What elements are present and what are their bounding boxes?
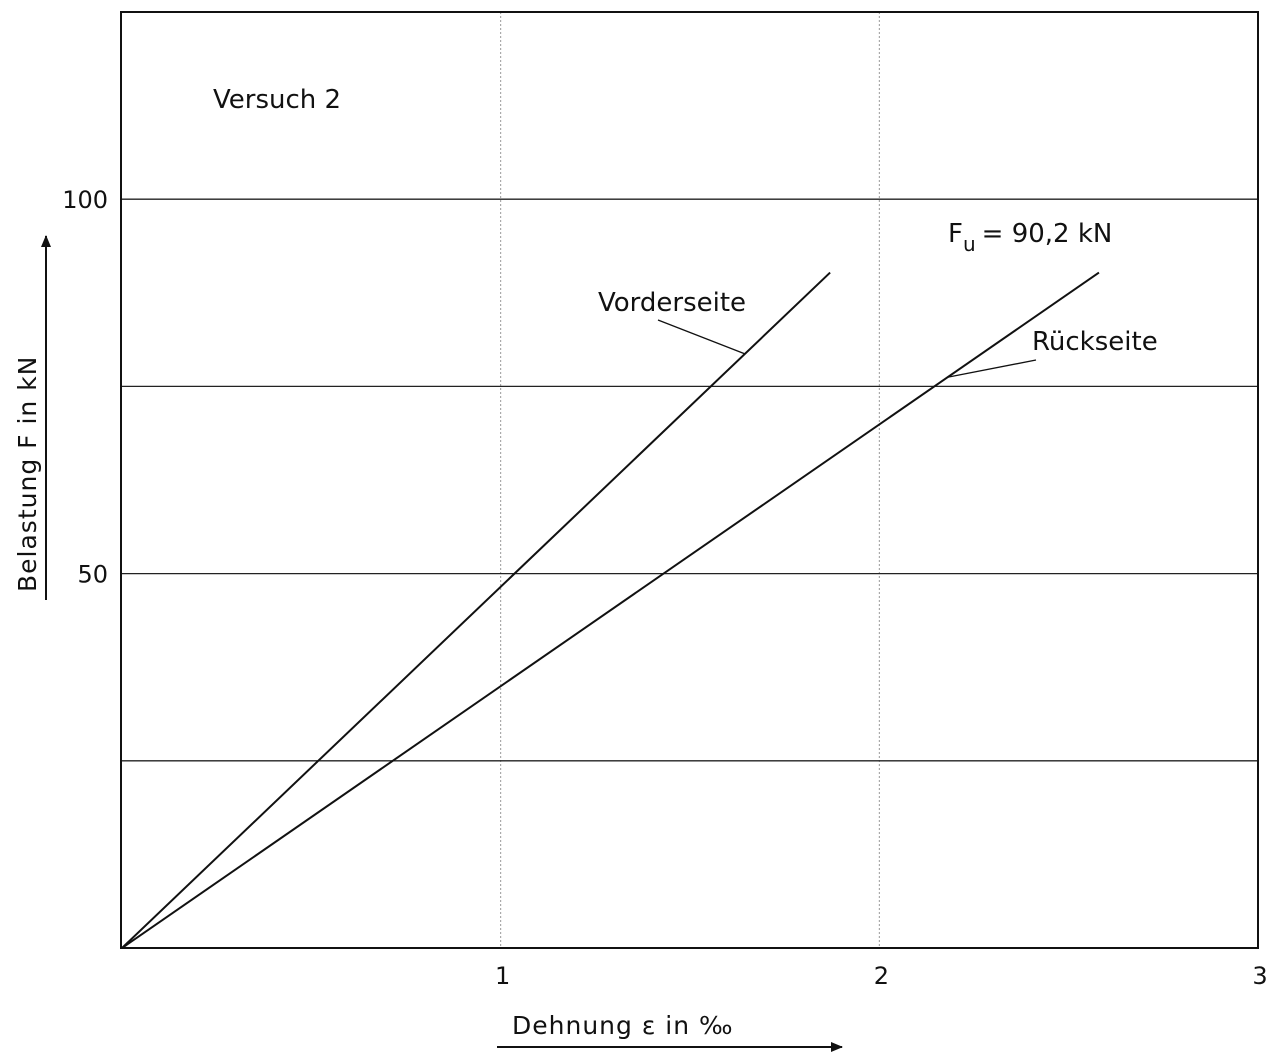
y-axis-title: Belastung F in kN xyxy=(13,356,42,592)
series-label-vorderseite: Vorderseite xyxy=(598,288,746,318)
y-tick-label-0: 50 xyxy=(77,561,108,589)
x-tick-label-1: 2 xyxy=(874,962,889,990)
series-labels: Vorderseite Rückseite xyxy=(598,288,1158,378)
series-line-vorderseite xyxy=(121,271,831,949)
tick-labels: 1 2 3 50 100 xyxy=(62,186,1267,990)
ultimate-load-annotation: Fu = 90,2 kN xyxy=(948,219,1112,256)
leader-line-vorderseite xyxy=(657,319,746,355)
x-axis-title: Dehnung ε in ‰ xyxy=(512,1011,734,1040)
series-lines xyxy=(121,271,1100,949)
y-tick-label-1: 100 xyxy=(62,186,108,214)
series-label-rueckseite: Rückseite xyxy=(1032,327,1158,357)
x-tick-label-2: 3 xyxy=(1252,962,1267,990)
ultimate-load-subscript: u xyxy=(963,232,976,256)
y-axis-title-group: Belastung F in kN xyxy=(13,235,51,600)
x-tick-label-0: 1 xyxy=(495,962,510,990)
series-line-rckseite xyxy=(121,271,1100,949)
x-axis-title-group: Dehnung ε in ‰ xyxy=(497,1011,843,1052)
ultimate-load-value: = 90,2 kN xyxy=(982,219,1113,249)
ultimate-load-symbol: F xyxy=(948,219,963,249)
test-annotation: Versuch 2 xyxy=(213,85,341,115)
plot-frame xyxy=(120,11,1259,949)
grid-lines xyxy=(122,12,1259,948)
leader-line-rueckseite xyxy=(947,359,1037,378)
